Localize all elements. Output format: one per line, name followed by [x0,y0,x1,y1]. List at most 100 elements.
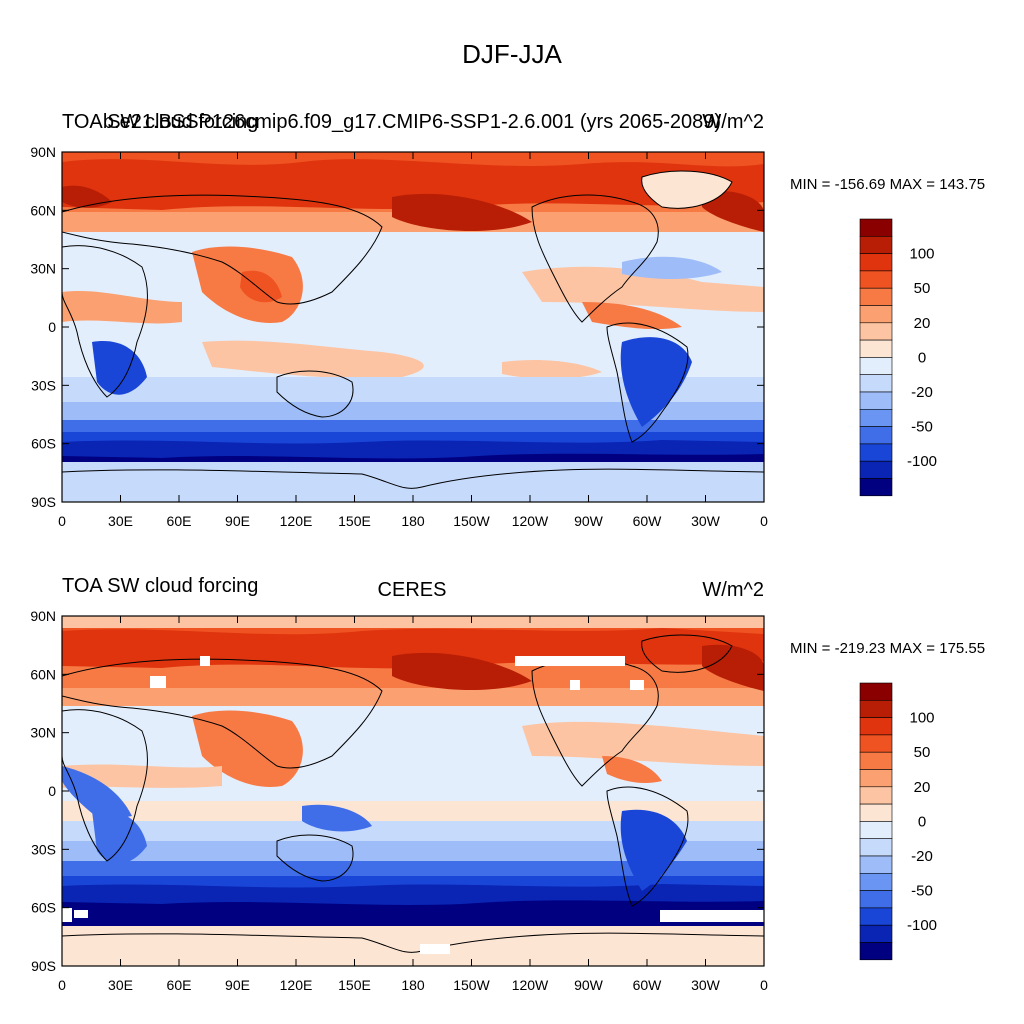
y-axis: 90N 60N 30N 0 30S 60S 90S [30,144,764,510]
main-title: DJF-JJA [462,39,562,69]
colorbar-swatch [859,924,893,943]
x-tick-label: 180 [401,977,425,993]
y-tick-label: 30N [30,725,56,741]
x-tick-label: 60W [633,977,663,993]
colorbar-label: -20 [911,384,933,401]
panel-units: W/m^2 [702,579,764,601]
panel-left-title: TOA SW cloud forcing [62,575,258,597]
x-tick-label: 0 [760,513,768,529]
y-tick-label: 90S [31,494,56,510]
x-tick-label: 60E [167,977,192,993]
colorbar-swatch [859,478,893,497]
colorbar-swatch [859,357,893,375]
colorbar-label: -20 [911,848,933,865]
y-tick-label: 60S [31,436,56,452]
x-tick-label: 150E [338,977,371,993]
colorbar-swatch [859,322,893,341]
x-tick-label: 0 [58,513,66,529]
colorbar-swatch [859,218,893,237]
colorbar-swatch [859,734,893,753]
colorbar-swatch [859,751,893,770]
x-tick-label: 60E [167,513,192,529]
colorbar-label: -100 [907,917,937,934]
colorbar-swatch [859,907,893,926]
panel-left-title: TOA SW cloud forcing [62,111,258,133]
y-tick-label: 60N [30,202,56,218]
y-tick-label: 30S [31,377,56,393]
x-tick-label: 30W [691,513,721,529]
x-tick-label: 30E [108,977,133,993]
colorbar-swatch [859,803,893,822]
colorbar-swatch [859,287,893,306]
colorbar-label: 0 [918,349,926,366]
colorbar-swatch [859,786,893,805]
x-tick-label: 150W [453,977,490,993]
colorbar-swatch [859,717,893,736]
colorbar-swatch [859,408,893,427]
colorbar-swatch [859,270,893,289]
colorbar-swatch [859,236,893,254]
y-tick-label: 90N [30,608,56,624]
colorbar: 100 50 20 0 -20 -50 -100 [859,682,937,961]
x-tick-label: 120E [280,977,313,993]
colorbar-swatch [859,872,893,891]
colorbar-swatch [859,838,893,857]
y-tick-label: 0 [48,319,56,335]
colorbar: 100 50 20 0 -20 -50 -100 [859,218,937,497]
x-axis: 0 30E 60E 90E 120E 150E 180 150W 120W 90W 60W 30W 0 [58,616,768,993]
y-tick-label: 60N [30,666,56,682]
min-max-label: MIN = -156.69 MAX = 143.75 [790,176,985,193]
y-tick-label: 90N [30,144,56,160]
colorbar-swatch [859,942,893,961]
colorbar-swatch [859,460,893,479]
x-tick-label: 120W [512,977,549,993]
y-tick-label: 90S [31,958,56,974]
colorbar-label: 50 [914,744,931,761]
map-field [62,152,764,502]
colorbar-label: 0 [918,813,926,830]
colorbar-label: 50 [914,280,931,297]
panel-center-title: b.e21.BSSP126cmip6.f09_g17.CMIP6-SSP1-2.… [103,111,721,133]
panel-model: TOA SW cloud forcing b.e21.BSSP126cmip6.… [30,111,985,529]
colorbar-swatch [859,769,893,788]
colorbar-label: -50 [911,883,933,900]
x-axis: 0 30E 60E 90E 120E 150E 180 150W 120W 90W 60W 30W 0 [58,152,768,529]
colorbar-swatch [859,253,893,272]
x-tick-label: 60W [633,513,663,529]
x-tick-label: 180 [401,513,425,529]
colorbar-swatch [859,821,893,840]
y-axis: 90N 60N 30N 0 30S 60S 90S [30,608,764,974]
y-tick-label: 60S [31,900,56,916]
colorbar-swatch [859,426,893,445]
colorbar-swatch [859,305,893,324]
panel-center-title: CERES [378,579,447,601]
min-max-label: MIN = -219.23 MAX = 175.55 [790,640,985,657]
x-tick-label: 90W [574,977,604,993]
x-tick-label: 150W [453,513,490,529]
panel-units: W/m^2 [702,111,764,133]
map-field [62,616,764,966]
x-tick-label: 90E [225,977,250,993]
colorbar-label: -50 [911,419,933,436]
x-tick-label: 120W [512,513,549,529]
x-tick-label: 90W [574,513,604,529]
x-tick-label: 90E [225,513,250,529]
colorbar-swatch [859,682,893,701]
x-tick-label: 30E [108,513,133,529]
y-tick-label: 30S [31,841,56,857]
colorbar-swatch [859,699,893,718]
colorbar-swatch [859,339,893,358]
colorbar-label: -100 [907,453,937,470]
colorbar-swatch [859,374,893,393]
y-tick-label: 0 [48,783,56,799]
colorbar-label: 20 [914,779,931,796]
colorbar-label: 20 [914,315,931,332]
colorbar-swatch [859,391,893,410]
colorbar-swatch [859,443,893,462]
colorbar-swatch [859,855,893,874]
y-tick-label: 30N [30,261,56,277]
x-tick-label: 150E [338,513,371,529]
x-tick-label: 120E [280,513,313,529]
x-tick-label: 30W [691,977,721,993]
colorbar-swatch [859,890,893,909]
